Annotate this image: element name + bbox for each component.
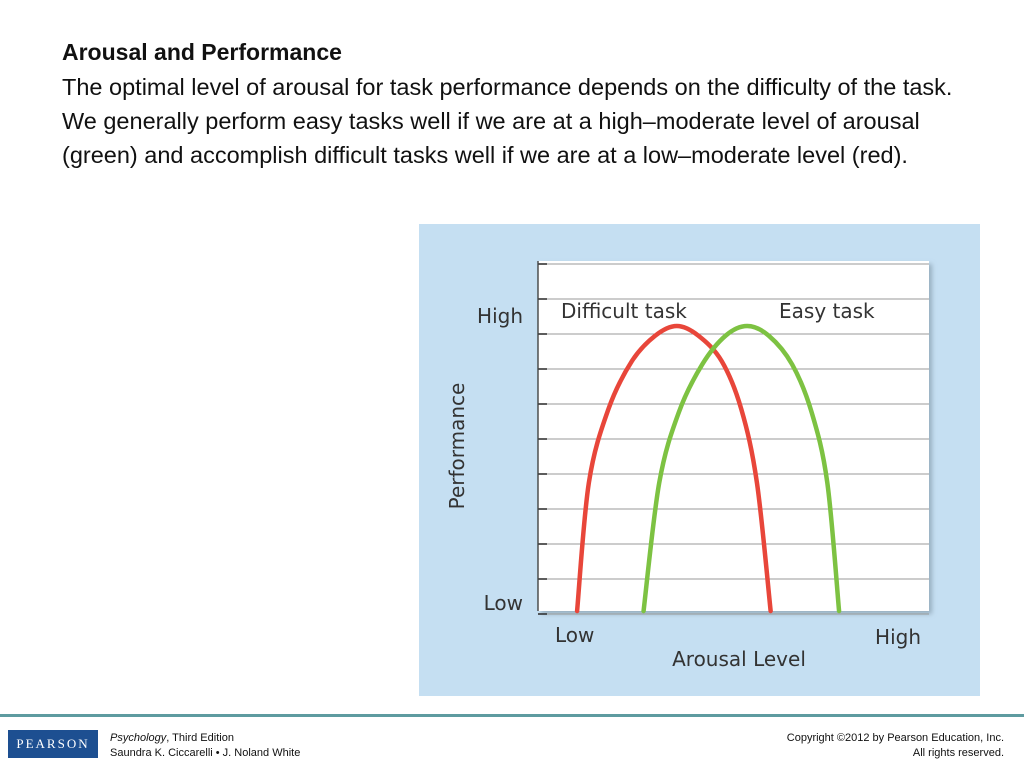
series-label-difficult-task: Difficult task xyxy=(561,299,687,323)
book-title: Psychology xyxy=(110,732,167,744)
footer-divider xyxy=(0,714,1024,717)
series-line-easy-task xyxy=(641,323,842,614)
slide-description: The optimal level of arousal for task pe… xyxy=(62,74,953,168)
chart-svg: Difficult task Easy task High Low Low High Ar… xyxy=(445,261,929,671)
series-group: Difficult task Easy task xyxy=(561,299,875,614)
copyright-line-2: All rights reserved. xyxy=(912,747,1004,759)
book-edition: , Third Edition xyxy=(166,732,234,744)
series-label-easy-task: Easy task xyxy=(779,299,875,323)
copyright-notice: Copyright ©2012 by Pearson Education, In… xyxy=(787,731,1004,761)
series-line-difficult-task xyxy=(574,323,773,614)
book-authors: Saundra K. Ciccarelli • J. Noland White xyxy=(110,747,301,759)
copyright-line-1: Copyright ©2012 by Pearson Education, In… xyxy=(786,732,1004,744)
publisher-logo: PEARSON xyxy=(8,730,98,758)
slide-title: Arousal and Performance xyxy=(62,39,342,65)
y-tick-label-high: High xyxy=(477,304,523,328)
chart-labels: High Low Low High Arousal Level Performance xyxy=(445,304,921,671)
x-tick-label-high: High xyxy=(875,625,921,649)
plot-area xyxy=(538,261,929,611)
gridlines xyxy=(537,261,929,615)
book-credit: Psychology, Third Edition Saundra K. Cic… xyxy=(110,731,300,761)
x-axis-title: Arousal Level xyxy=(672,647,806,671)
y-tick-label-low: Low xyxy=(484,591,523,615)
x-tick-label-low: Low xyxy=(555,623,594,647)
y-axis-title: Performance xyxy=(445,383,469,510)
chart-figure: Difficult task Easy task High Low Low High Ar… xyxy=(419,224,980,696)
